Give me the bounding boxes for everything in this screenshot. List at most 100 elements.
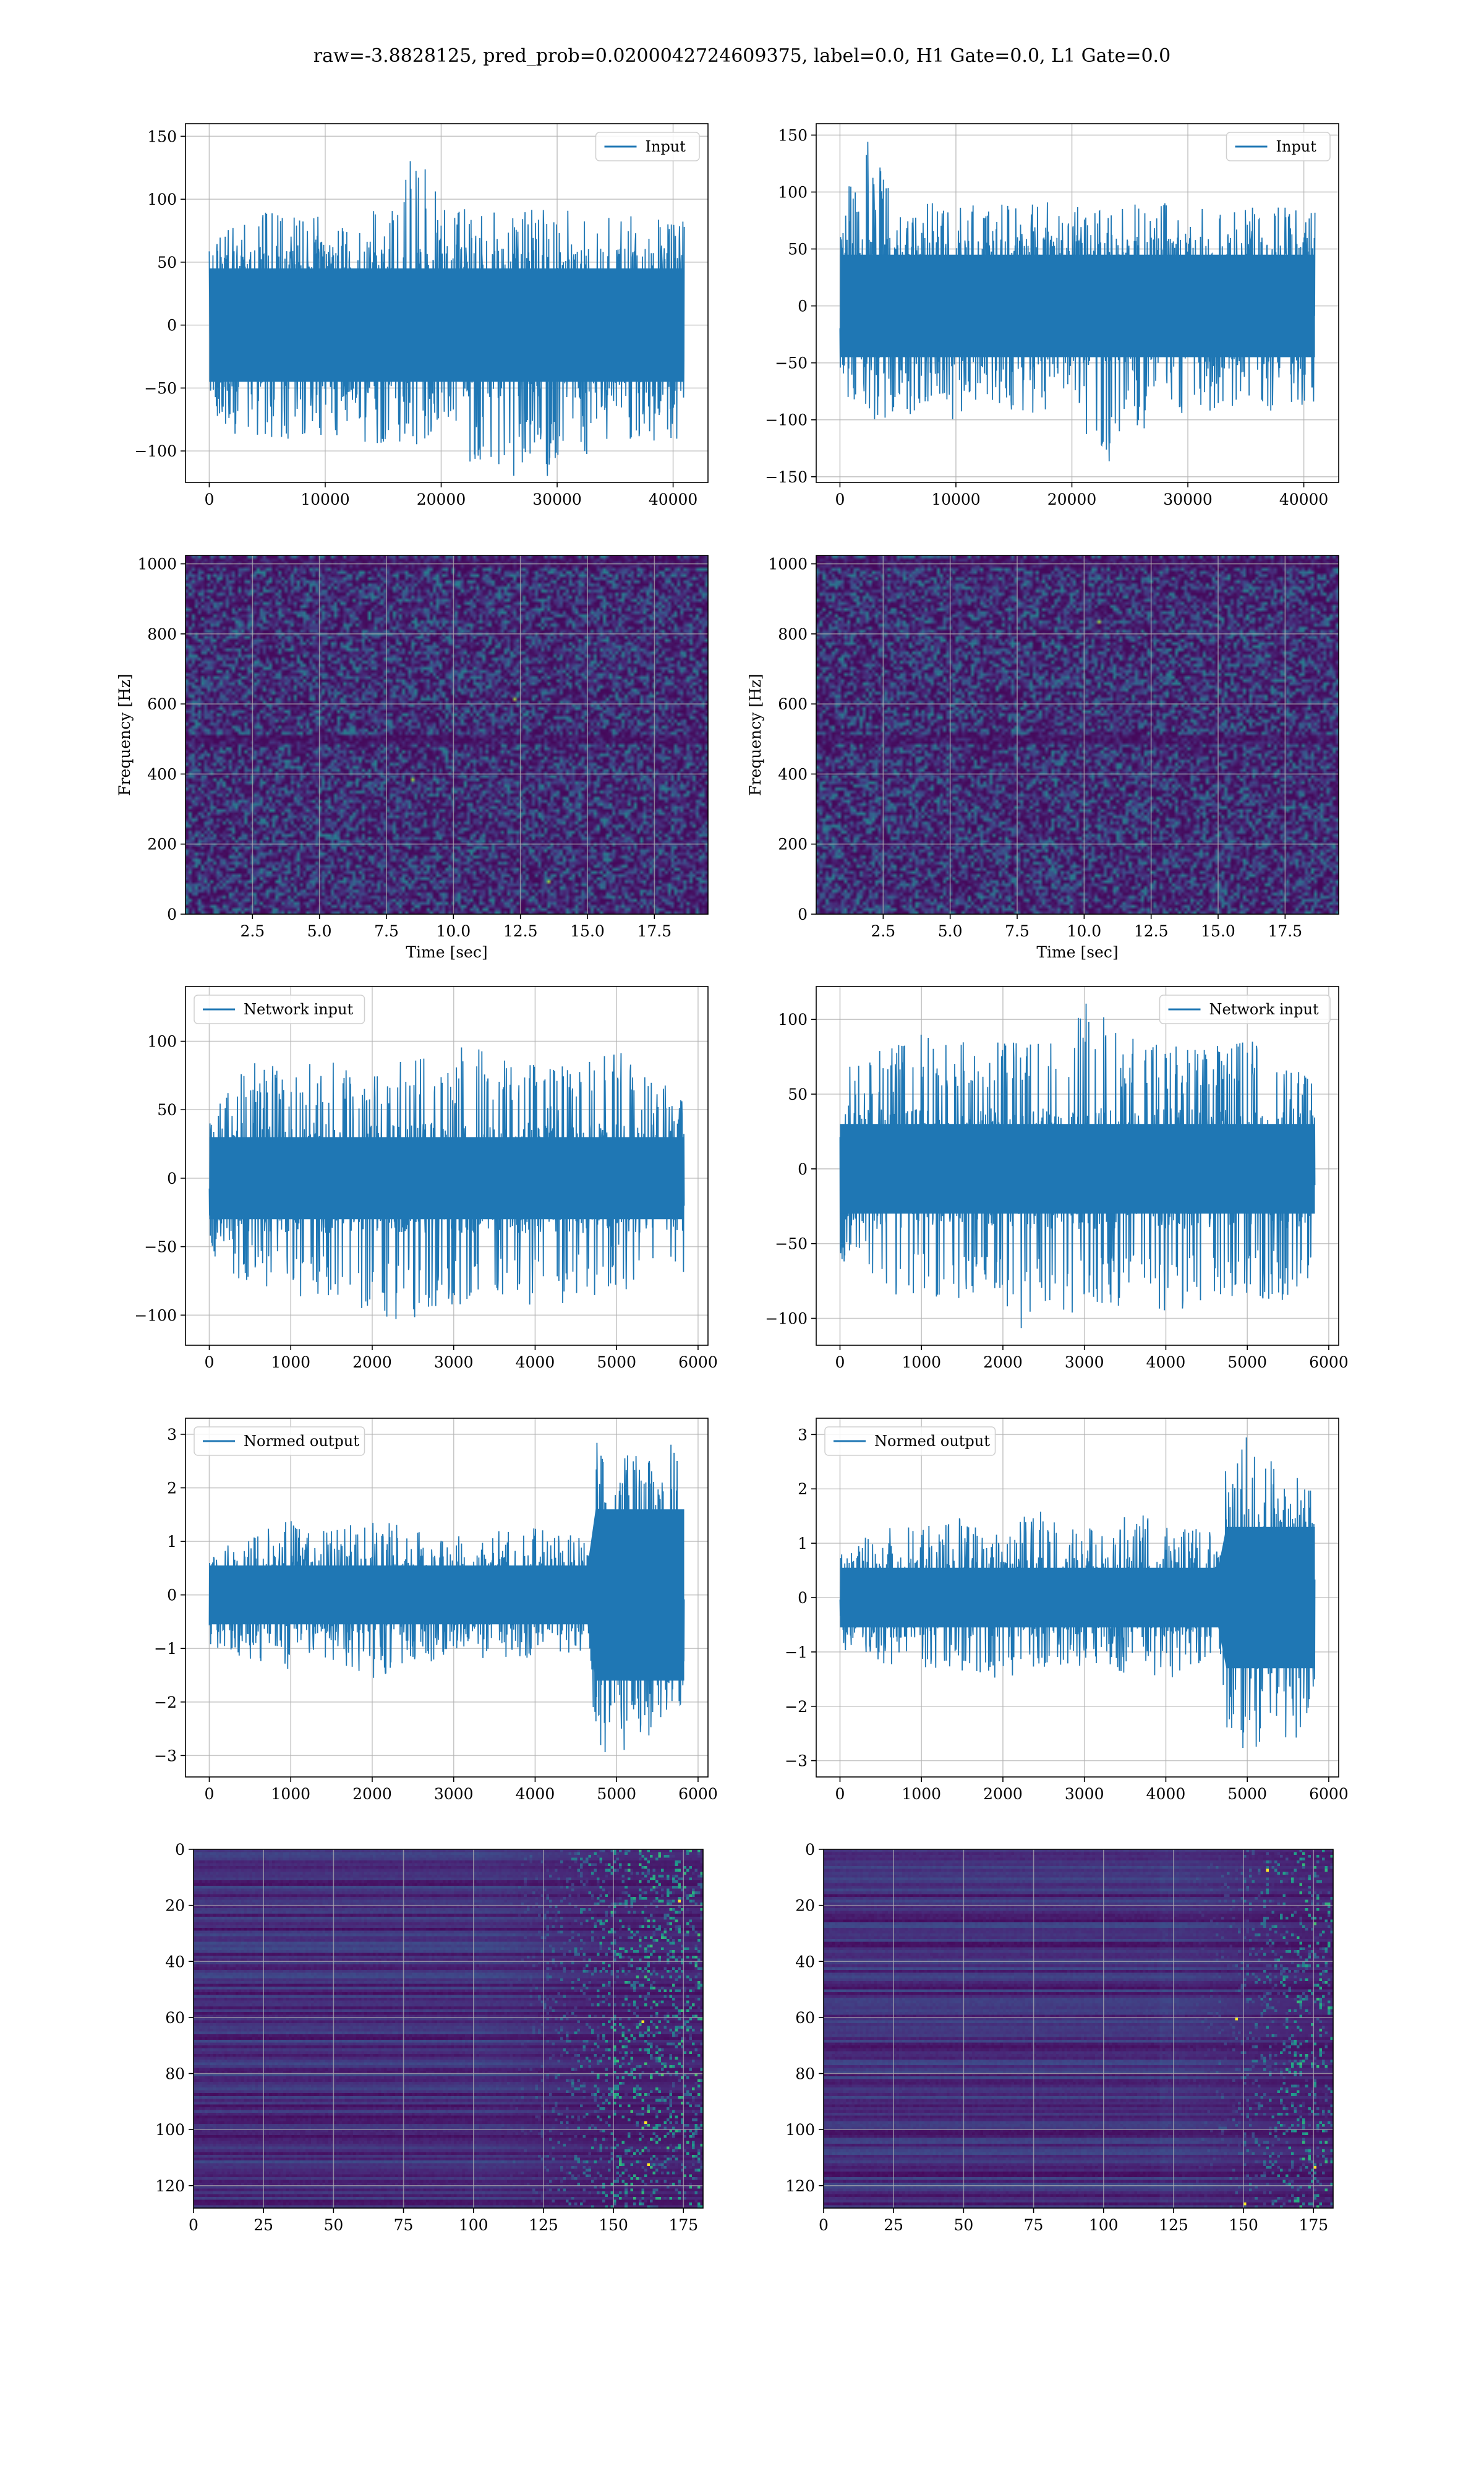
y-tick-label: −1: [785, 1643, 808, 1661]
x-tick-label: 15.0: [1201, 922, 1235, 940]
x-tick-label: 50: [323, 2216, 343, 2234]
x-tick-label: 5.0: [307, 922, 332, 940]
x-tick-label: 0: [204, 490, 214, 508]
x-tick-label: 30000: [532, 490, 582, 508]
axes-frame: [816, 123, 1339, 483]
x-axis-label: Time [sec]: [1036, 943, 1118, 961]
x-tick-label: 5000: [1227, 1353, 1267, 1371]
y-tick-label: −100: [765, 1310, 808, 1328]
y-tick-label: −1: [154, 1640, 177, 1658]
legend: Network input: [194, 995, 365, 1024]
legend: Normed output: [194, 1426, 365, 1456]
series-core-band: [209, 1137, 684, 1220]
y-tick-label: −50: [144, 379, 177, 397]
y-tick-label: 600: [778, 695, 808, 713]
x-tick-label: 7.5: [1005, 922, 1030, 940]
l1-input-chart: 0 10000 20000 30000 40000 −150 −100 −50 0 50 100 15…: [765, 123, 1339, 508]
x-tick-label: 4000: [1146, 1785, 1186, 1803]
x-tick-label: 0: [205, 1353, 215, 1371]
x-tick-label: 5000: [597, 1785, 636, 1803]
x-tick-label: 17.5: [637, 922, 672, 940]
y-tick-label: 3: [167, 1426, 177, 1444]
legend-box: [194, 1426, 365, 1456]
x-tick-label: 3000: [434, 1353, 474, 1371]
y-tick-label: 100: [147, 190, 177, 208]
y-tick-label: −150: [765, 468, 808, 486]
y-tick-label: 20: [165, 1897, 185, 1915]
y-tick-label: 600: [147, 695, 177, 713]
y-tick-label: 50: [157, 1101, 177, 1119]
x-tick-label: 0: [819, 2216, 829, 2234]
legend-label: Network input: [244, 1001, 353, 1018]
y-tick-label: 0: [798, 1160, 808, 1178]
x-tick-label: 25: [884, 2216, 903, 2234]
axes-frame: [823, 1849, 1334, 2209]
x-tick-label: 17.5: [1268, 922, 1302, 940]
l1-normed-output-chart: 0 1000 2000 3000 4000 5000 6000 −3 −2 −1 0 1 2 3 Norme…: [785, 1418, 1349, 1803]
y-tick-label: 400: [778, 765, 808, 783]
x-tick-label: 10.0: [436, 922, 471, 940]
y-tick-label: −100: [765, 411, 808, 429]
x-tick-label: 3000: [1065, 1785, 1104, 1803]
h1-spectrogram-chart: 2.5 5.0 7.5 10.0 12.5 15.0 17.5 0 200 400 600 800 10…: [116, 555, 709, 961]
l1-spectrogram-chart: 2.5 5.0 7.5 10.0 12.5 15.0 17.5 0 200 400 600 800 10…: [746, 555, 1339, 961]
x-tick-label: 1000: [902, 1353, 941, 1371]
x-tick-label: 10000: [931, 490, 981, 508]
axes-frame: [185, 1418, 709, 1778]
x-tick-label: 125: [1159, 2216, 1188, 2234]
y-tick-label: 0: [175, 1841, 185, 1859]
y-axis-label: Frequency [Hz]: [746, 674, 764, 796]
x-tick-label: 12.5: [503, 922, 538, 940]
y-axis-label: Frequency [Hz]: [116, 674, 134, 796]
x-tick-label: 1000: [271, 1353, 310, 1371]
h1-normed-output-chart: 0 1000 2000 3000 4000 5000 6000 −3 −2 −1 0 1 2 3 Norme…: [154, 1418, 718, 1803]
y-tick-label: −100: [134, 442, 177, 460]
y-tick-label: 80: [795, 2065, 815, 2083]
y-tick-label: −50: [775, 354, 808, 372]
y-tick-label: 400: [147, 765, 177, 783]
feature-map-image: [194, 1849, 703, 2208]
y-tick-label: 1: [167, 1533, 177, 1551]
x-tick-label: 1000: [902, 1785, 941, 1803]
y-tick-label: 200: [147, 836, 177, 854]
x-tick-label: 4000: [1146, 1353, 1186, 1371]
y-tick-label: 800: [147, 625, 177, 643]
legend-label: Network input: [1209, 1001, 1319, 1018]
feature-map-image: [824, 1849, 1333, 2208]
y-tick-label: 80: [165, 2065, 185, 2083]
y-tick-label: 2: [798, 1480, 808, 1498]
series-core-band: [209, 1509, 684, 1681]
legend-label: Normed output: [244, 1432, 359, 1450]
y-tick-label: 800: [778, 625, 808, 643]
y-tick-label: 100: [155, 2121, 185, 2139]
axes-frame: [816, 986, 1339, 1346]
y-tick-label: 0: [167, 1170, 177, 1188]
x-tick-label: 0: [835, 1785, 845, 1803]
y-tick-label: 100: [147, 1033, 177, 1051]
x-tick-label: 175: [668, 2216, 698, 2234]
x-tick-label: 2000: [983, 1785, 1023, 1803]
x-tick-label: 20000: [417, 490, 466, 508]
x-tick-label: 5000: [1227, 1785, 1267, 1803]
y-tick-label: 40: [795, 1953, 815, 1971]
axes-frame: [185, 986, 709, 1346]
x-tick-label: 15.0: [570, 922, 605, 940]
y-tick-label: 50: [157, 254, 177, 272]
y-tick-label: 0: [167, 317, 177, 335]
axes-frame: [185, 123, 709, 483]
x-tick-label: 40000: [649, 490, 698, 508]
y-tick-label: 150: [147, 127, 177, 145]
h1-network-input-chart: 0 1000 2000 3000 4000 5000 6000 −100 −50 0 50 100 Ne…: [134, 986, 718, 1371]
x-tick-label: 10.0: [1067, 922, 1101, 940]
y-tick-label: 60: [795, 2009, 815, 2027]
x-tick-label: 75: [394, 2216, 414, 2234]
x-tick-label: 175: [1298, 2216, 1328, 2234]
x-tick-label: 2.5: [240, 922, 265, 940]
x-tick-label: 6000: [1309, 1785, 1349, 1803]
y-tick-label: −50: [775, 1235, 808, 1253]
x-tick-label: 100: [459, 2216, 488, 2234]
y-tick-label: 20: [795, 1897, 815, 1915]
x-tick-label: 2.5: [871, 922, 895, 940]
x-tick-label: 0: [835, 1353, 845, 1371]
x-tick-label: 150: [599, 2216, 628, 2234]
